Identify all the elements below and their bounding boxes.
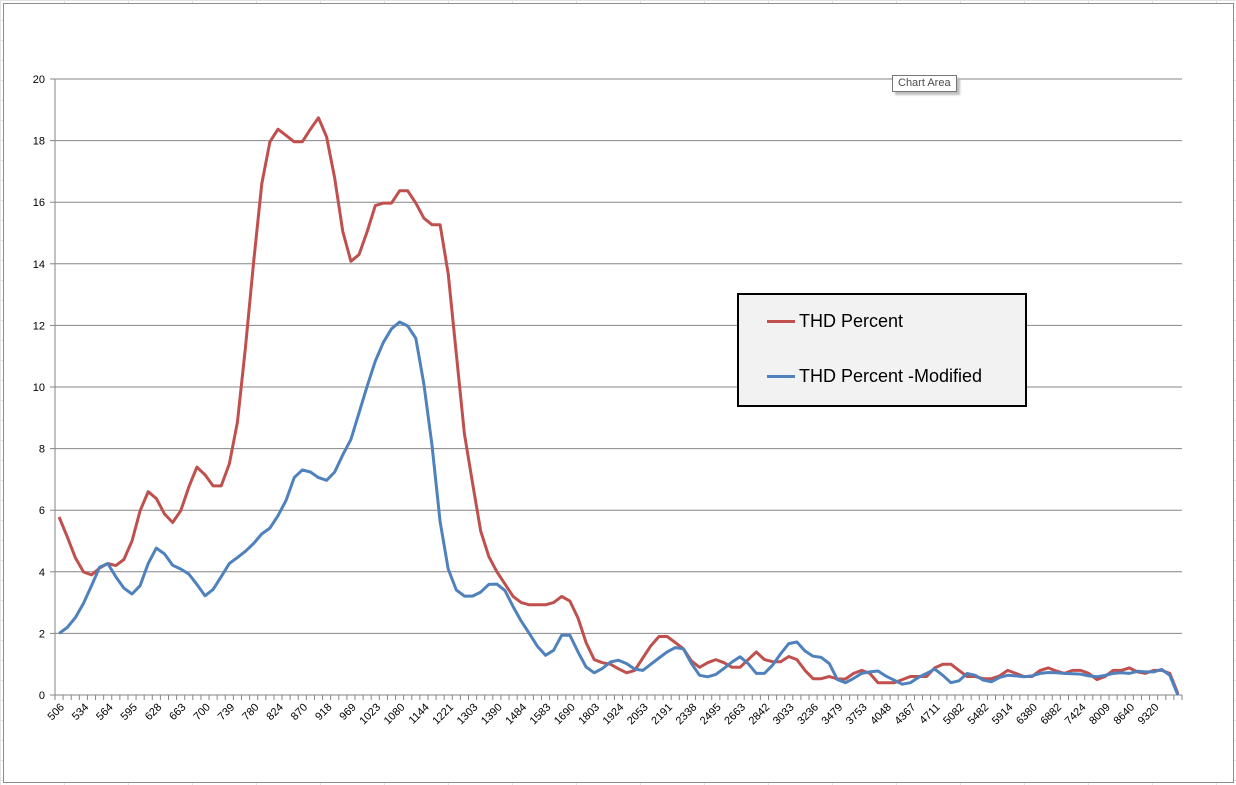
legend-label: THD Percent (799, 311, 904, 331)
x-tick-label: 4367 (893, 701, 919, 727)
y-tick-label: 0 (39, 690, 45, 702)
y-tick-label: 20 (33, 74, 45, 86)
legend-swatch-red (767, 320, 795, 323)
x-tick-label: 1023 (357, 701, 383, 727)
series-line-thd-percent (57, 116, 1180, 695)
x-tick-label: 506 (46, 701, 67, 722)
x-tick-label: 3236 (795, 701, 821, 727)
x-tick-label: 870 (289, 701, 310, 722)
x-tick-label: 2338 (674, 701, 700, 727)
series-line-thd-percent-modified (58, 320, 1180, 696)
legend-swatch-blue (767, 375, 795, 378)
x-tick-label: 5082 (941, 701, 967, 727)
x-tick-label: 918 (313, 701, 334, 722)
x-tick-label: 1221 (430, 701, 456, 727)
x-tick-label: 7424 (1063, 701, 1089, 727)
x-tick-label: 1924 (601, 701, 627, 727)
y-tick-label: 10 (33, 382, 45, 394)
x-tick-label: 8640 (1111, 701, 1137, 727)
x-tick-label: 1144 (407, 701, 432, 726)
x-tick-label: 534 (70, 701, 91, 722)
x-tick-label: 1690 (552, 701, 578, 727)
x-tick-label: 2053 (625, 701, 651, 727)
y-tick-label: 4 (39, 567, 45, 579)
x-tick-label: 3753 (844, 701, 870, 727)
x-tick-label: 6882 (1038, 701, 1064, 727)
x-tick-label: 5482 (966, 701, 992, 727)
y-tick-label: 8 (39, 444, 45, 456)
legend-item-thd-percent: THD Percent (767, 311, 903, 332)
x-tick-label: 1803 (576, 701, 602, 727)
x-tick-label: 2191 (649, 701, 675, 727)
x-tick-label: 969 (337, 701, 358, 722)
x-tick-label: 2842 (747, 701, 773, 727)
y-tick-label: 12 (33, 320, 45, 332)
x-tick-label: 564 (94, 701, 115, 722)
x-tick-label: 780 (240, 701, 261, 722)
x-tick-label: 628 (143, 701, 164, 722)
x-tick-label: 1583 (528, 701, 554, 727)
y-tick-label: 18 (33, 136, 45, 148)
x-tick-label: 6380 (1014, 701, 1040, 727)
x-tick-label: 5914 (990, 701, 1016, 727)
chart-area[interactable] (3, 3, 1234, 783)
chart-area-tooltip: Chart Area (892, 75, 957, 92)
y-tick-label: 16 (33, 197, 45, 209)
x-tick-label: 3033 (771, 701, 797, 727)
legend-item-thd-percent-modified: THD Percent -Modified (767, 366, 982, 387)
x-tick-label: 1484 (503, 701, 529, 727)
x-tick-label: 3479 (820, 701, 846, 727)
x-tick-label: 4048 (868, 701, 894, 727)
x-tick-label: 700 (191, 701, 212, 722)
x-tick-label: 595 (119, 701, 140, 722)
legend[interactable]: THD Percent THD Percent -Modified (737, 293, 1027, 407)
x-tick-label: 1080 (382, 701, 408, 727)
x-tick-label: 663 (167, 701, 188, 722)
y-tick-label: 2 (39, 628, 45, 640)
x-tick-label: 8009 (1087, 701, 1113, 727)
x-tick-label: 739 (216, 701, 237, 722)
y-tick-label: 14 (33, 259, 45, 271)
x-tick-label: 1303 (455, 701, 481, 727)
x-tick-label: 1390 (479, 701, 505, 727)
x-tick-label: 4711 (917, 701, 942, 726)
y-tick-label: 6 (39, 505, 45, 517)
x-tick-label: 9320 (1136, 701, 1162, 727)
x-tick-label: 2495 (698, 701, 724, 727)
legend-label: THD Percent -Modified (799, 366, 983, 386)
x-tick-label: 824 (264, 701, 285, 722)
x-tick-label: 2663 (722, 701, 748, 727)
